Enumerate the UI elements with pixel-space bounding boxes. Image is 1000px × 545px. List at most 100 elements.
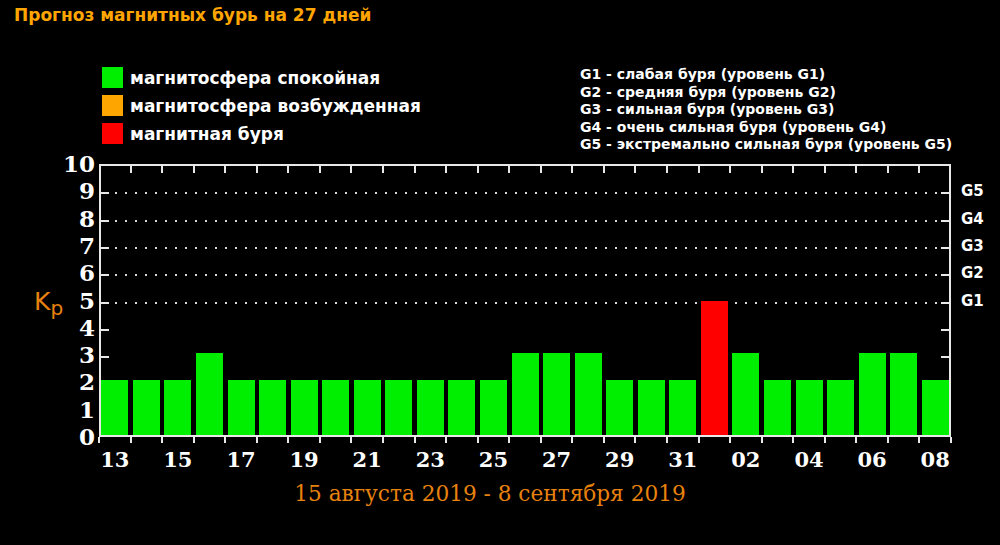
x-axis-label-17: 17 [209,447,273,472]
y-axis-label-2: 2 [37,368,95,396]
right-axis-label-G3: G3 [961,236,984,256]
x-tick-top [698,166,700,173]
y-tick-left [101,274,109,276]
kp-bar-day-14 [133,380,160,435]
gridline-kp5 [105,302,949,304]
kp-bar-day-16 [196,353,223,435]
x-axis-label-06: 06 [840,447,904,472]
right-axis-label-G4: G4 [961,209,984,229]
x-tick-top [761,166,763,173]
x-tick-bottom [729,437,731,443]
gridline-kp8 [105,220,949,222]
kp-bar-day-19 [291,380,318,435]
page-title: Прогноз магнитных бурь на 27 дней [14,5,371,25]
x-axis-label-15: 15 [146,447,210,472]
x-tick-bottom [950,437,952,443]
x-tick-bottom [130,437,132,443]
x-tick-bottom [445,437,447,443]
x-tick-bottom [508,437,510,443]
y-tick-right [941,356,949,358]
y-tick-left [101,220,109,222]
x-tick-top [634,166,636,173]
x-tick-top [193,166,195,173]
kp-bar-day-26 [512,353,539,435]
legend-swatch-quiet [102,67,123,88]
x-tick-top [666,166,668,173]
x-tick-top [350,166,352,173]
kp-bar-day-23 [417,380,444,435]
x-tick-top [855,166,857,173]
kp-bar-chart-plot-area [99,164,951,437]
x-tick-top [130,166,132,173]
x-tick-bottom [224,437,226,443]
gridline-kp7 [105,247,949,249]
y-tick-left [101,247,109,249]
legend-item-excited: магнитосфера возбужденная [102,95,421,116]
kp-bar-day-25 [480,380,507,435]
kp-bar-day-28 [575,353,602,435]
x-tick-bottom [603,437,605,443]
x-axis-label-25: 25 [461,447,525,472]
y-tick-left [101,192,109,194]
storm-level-description: G4 - очень сильная буря (уровень G4) [580,119,952,137]
y-axis-title-kp: Kp [34,287,63,316]
storm-level-description: G3 - сильная буря (уровень G3) [580,101,952,119]
x-tick-top [887,166,889,173]
x-tick-bottom [824,437,826,443]
y-axis-label-8: 8 [37,205,95,233]
x-axis-label-04: 04 [777,447,841,472]
x-tick-top [540,166,542,173]
x-tick-top [918,166,920,173]
y-axis-label-1: 1 [37,396,95,424]
x-axis-label-27: 27 [525,447,589,472]
kp-bar-day-31 [669,380,696,435]
x-tick-bottom [477,437,479,443]
kp-bar-day-08 [922,380,949,435]
x-axis-label-31: 31 [651,447,715,472]
x-tick-top [729,166,731,173]
x-tick-top [445,166,447,173]
x-tick-bottom [855,437,857,443]
x-axis-label-29: 29 [588,447,652,472]
x-tick-top [477,166,479,173]
kp-bar-day-15 [164,380,191,435]
y-tick-right [941,192,949,194]
right-axis-label-G5: G5 [961,181,984,201]
right-axis-label-G2: G2 [961,263,984,283]
y-axis-label-3: 3 [37,341,95,369]
legend-swatch-excited [102,95,123,116]
x-tick-bottom [319,437,321,443]
y-axis-label-10: 10 [37,150,95,178]
x-tick-top [824,166,826,173]
storm-level-description: G5 - экстремально сильная буря (уровень … [580,136,952,154]
x-tick-bottom [634,437,636,443]
x-tick-top [382,166,384,173]
x-tick-bottom [918,437,920,443]
kp-bar-day-02 [732,353,759,435]
x-tick-bottom [193,437,195,443]
x-tick-bottom [540,437,542,443]
kp-bar-day-03 [764,380,791,435]
kp-bar-day-24 [448,380,475,435]
kp-bar-day-17 [228,380,255,435]
kp-bar-day-27 [543,353,570,435]
x-tick-bottom [761,437,763,443]
x-axis-label-19: 19 [272,447,336,472]
y-tick-left [101,302,109,304]
right-axis-label-G1: G1 [961,291,984,311]
storm-level-description: G1 - слабая буря (уровень G1) [580,66,952,84]
y-axis-label-7: 7 [37,232,95,260]
gridline-kp9 [105,192,949,194]
x-axis-label-21: 21 [335,447,399,472]
kp-bar-day-30 [638,380,665,435]
x-axis-label-23: 23 [398,447,462,472]
x-tick-top [571,166,573,173]
x-tick-bottom [161,437,163,443]
x-tick-top [508,166,510,173]
legend-label: магнитная буря [130,124,284,144]
x-tick-top [256,166,258,173]
x-tick-bottom [287,437,289,443]
kp-bar-day-22 [385,380,412,435]
y-axis-label-4: 4 [37,314,95,342]
legend-storm-levels: G1 - слабая буря (уровень G1)G2 - средня… [580,66,952,154]
